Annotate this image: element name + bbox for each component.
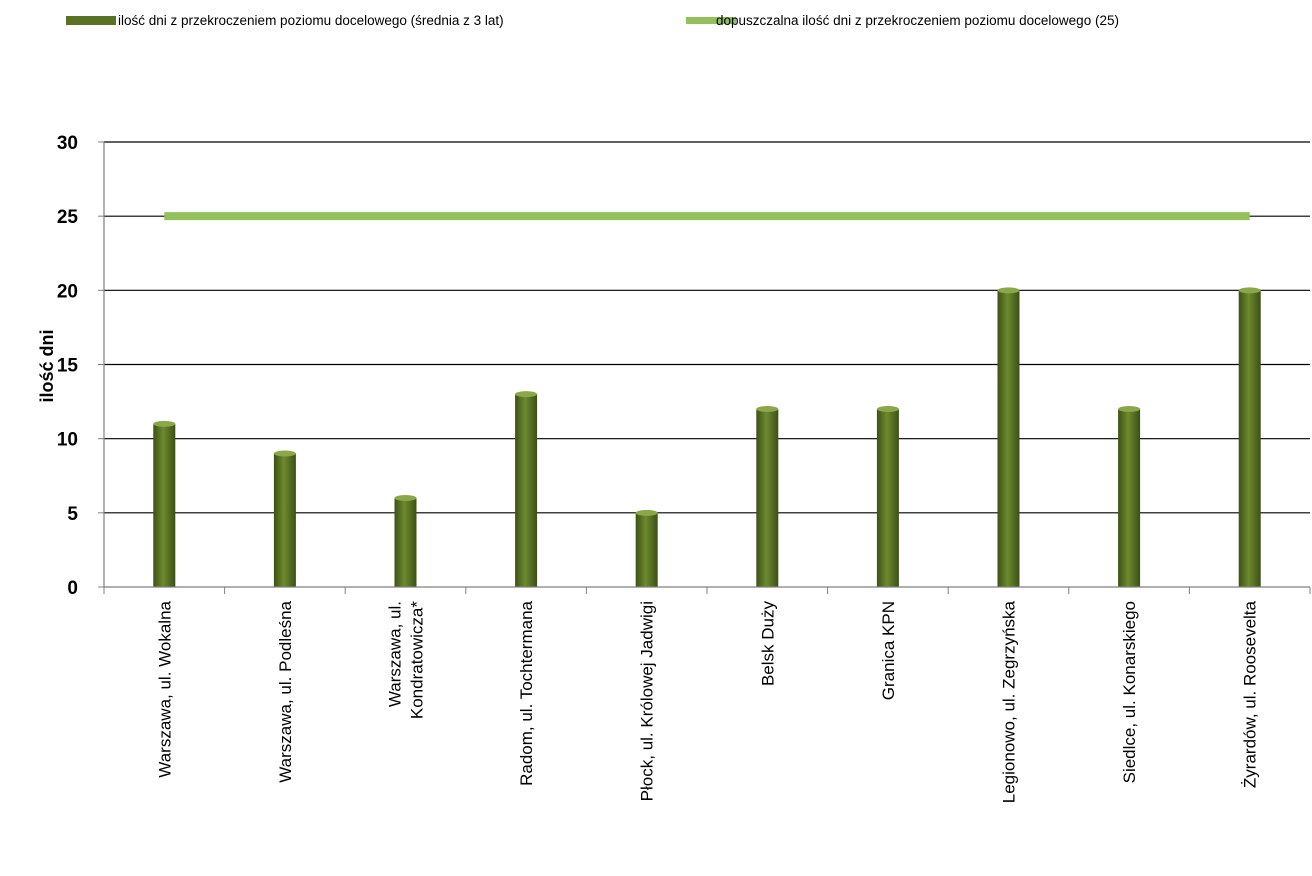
bar	[756, 406, 779, 587]
bar	[997, 287, 1020, 587]
x-category-label: Warszawa, ul. Wokalna	[155, 600, 174, 777]
x-category-label: Radom, ul. Tochtermana	[517, 600, 536, 785]
y-tick-label: 0	[67, 578, 78, 599]
legend-label-line: dopuszczalna ilość dni z przekroczeniem …	[716, 13, 1119, 28]
y-tick-label: 5	[67, 504, 78, 525]
y-tick-label: 20	[57, 281, 78, 302]
bar-cap	[876, 406, 899, 412]
x-category-label: Warszawa, ul. Podleśna	[276, 600, 295, 782]
x-category-label: Żyrardów, ul. Roosevelta	[1241, 600, 1260, 788]
legend-swatch-bars	[66, 16, 116, 25]
y-tick-label: 10	[57, 430, 78, 451]
bar-cap	[635, 509, 658, 516]
x-category-label: Kondratowicza*	[408, 601, 427, 720]
bar-cap	[394, 495, 417, 501]
legend-label-bars: ilość dni z przekroczeniem poziomu docel…	[118, 13, 504, 28]
bar	[876, 406, 899, 587]
bar-cap	[153, 420, 176, 427]
bar	[635, 509, 658, 587]
x-category-label: Warszawa, ul.	[386, 601, 405, 707]
y-tick-label: 15	[57, 356, 79, 377]
bar-cap	[1118, 406, 1141, 412]
bar	[394, 495, 417, 587]
bar	[273, 450, 296, 587]
x-category-label: Płock, ul. Królowej Jadwigi	[638, 601, 657, 801]
bar-cap	[273, 450, 296, 457]
x-category-label: Belsk Duży	[758, 601, 777, 687]
bar	[1238, 287, 1261, 587]
bar	[515, 391, 538, 587]
y-axis-title: ilość dni	[37, 329, 57, 402]
bar-cap	[515, 391, 538, 398]
bar	[1118, 406, 1141, 587]
x-category-label: Legionowo, ul. Zegrzyńska	[1000, 600, 1019, 803]
x-category-label: Granica KPN	[879, 601, 898, 700]
bar-cap	[1238, 287, 1261, 294]
bar-cap	[997, 287, 1020, 294]
bar-cap	[756, 406, 779, 412]
legend-swatch-line	[686, 17, 736, 24]
y-tick-label: 25	[57, 207, 79, 228]
x-category-label: Siedlce, ul. Konarskiego	[1120, 601, 1139, 783]
y-tick-label: 30	[57, 133, 78, 154]
bar	[153, 420, 176, 587]
